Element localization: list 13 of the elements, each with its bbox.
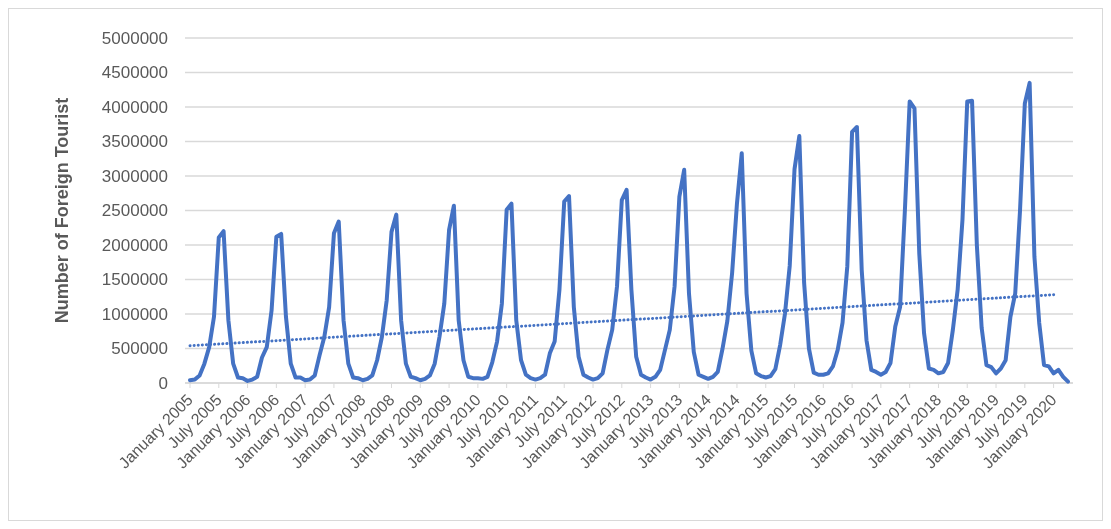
y-tick-label: 1000000 (101, 304, 168, 324)
line-series (188, 80, 1070, 384)
y-tick-label: 2500000 (101, 201, 168, 221)
y-tick-label: 4500000 (101, 63, 168, 83)
y-tick-label: 0 (158, 373, 168, 393)
y-axis-title: Number of Foreign Tourist (52, 97, 72, 324)
y-tick-label: 500000 (111, 339, 168, 359)
y-tick-label: 5000000 (101, 28, 168, 48)
y-tick-label: 3500000 (101, 132, 168, 152)
y-tick-label: 2000000 (101, 235, 168, 255)
y-tick-label: 3000000 (101, 166, 168, 186)
y-tick-label: 1500000 (101, 270, 168, 290)
y-tick-label: 4000000 (101, 97, 168, 117)
